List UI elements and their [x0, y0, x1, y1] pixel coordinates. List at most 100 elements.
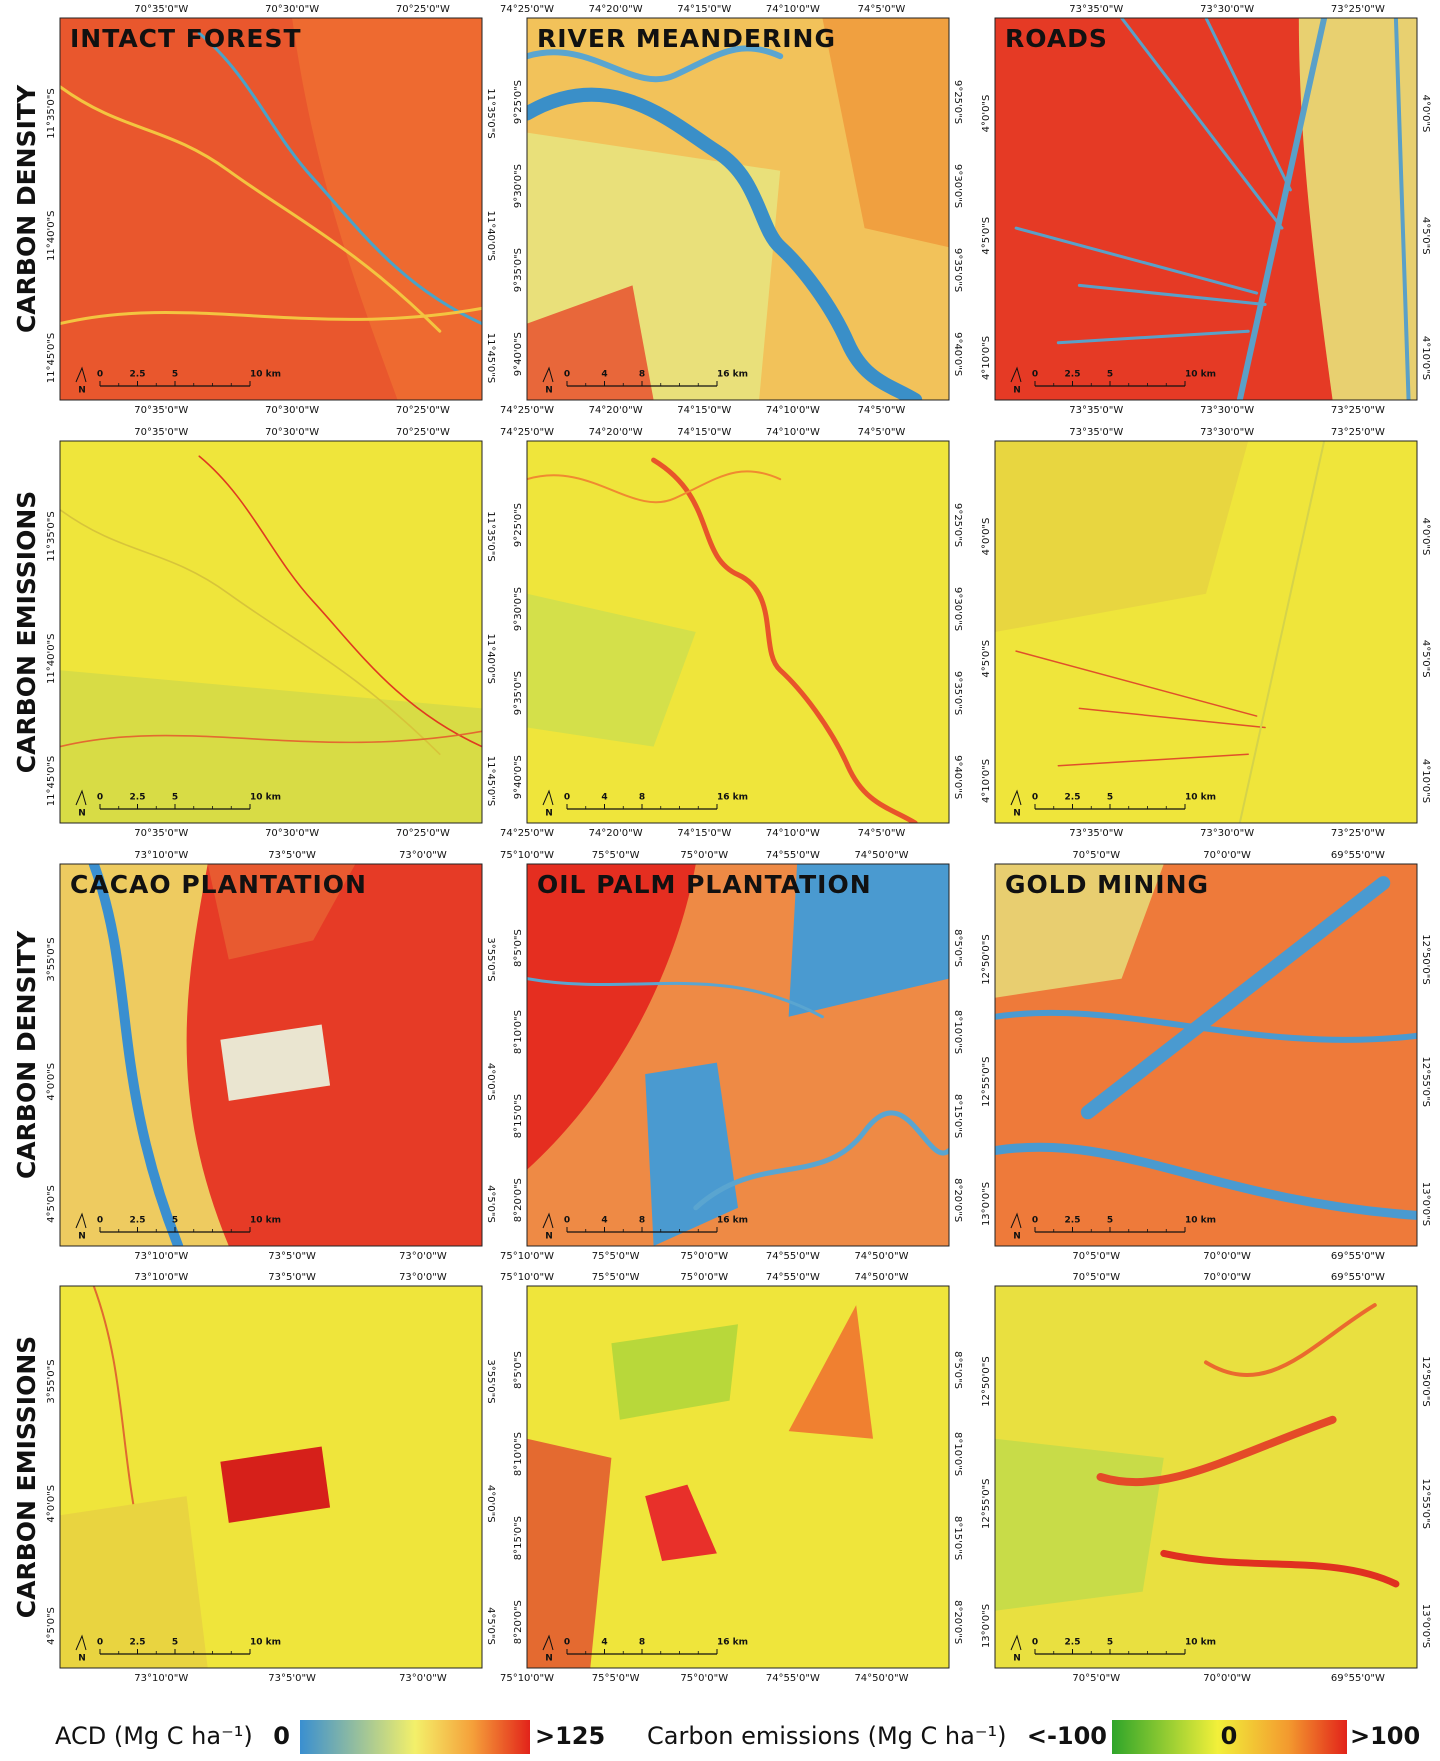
x-tick-label: 74°15'0"W — [677, 4, 731, 15]
y-tick-label: 13°0'0"S — [981, 1604, 992, 1648]
x-tick-label: 75°5'0"W — [592, 1251, 640, 1262]
x-tick-label: 73°35'0"W — [1069, 427, 1123, 438]
map-frame — [994, 863, 1418, 1247]
y-tick-label: 4°0'0"S — [1420, 518, 1431, 556]
terrain — [220, 1024, 331, 1101]
scale-label: 16 km — [717, 1638, 748, 1648]
y-tick-label: 12°50'0"S — [1420, 934, 1431, 985]
x-tick-label: 74°10'0"W — [766, 427, 820, 438]
map-panel: ROADS 73°35'0"W 73°35'0"W 73°30'0"W 73°30'0"… — [981, 4, 1431, 416]
map-frame — [59, 17, 483, 401]
y-tick-label: 8°15'0"S — [513, 1516, 524, 1560]
x-tick-label: 70°5'0"W — [1072, 850, 1120, 861]
panel-title: CACAO PLANTATION — [70, 870, 367, 899]
river — [1240, 18, 1324, 400]
scale-label: 0 — [564, 1638, 570, 1648]
x-tick-label: 73°0'0"W — [399, 1673, 447, 1684]
x-tick-label: 73°0'0"W — [399, 1272, 447, 1283]
scale-label: 0 — [97, 793, 103, 803]
x-tick-label: 70°30'0"W — [265, 405, 319, 416]
x-tick-label: 74°5'0"W — [858, 427, 906, 438]
x-tick-label: 74°15'0"W — [677, 427, 731, 438]
x-tick-label: 75°10'0"W — [500, 1272, 554, 1283]
terrain — [611, 1324, 738, 1420]
y-tick-label: 11°35'0"S — [46, 88, 57, 139]
river — [995, 1147, 1417, 1215]
map-panel: 70°35'0"W 70°35'0"W 70°30'0"W 70°30'0"W 70°2… — [46, 427, 496, 839]
scale-label: 0 — [1032, 793, 1038, 803]
x-tick-label: 74°10'0"W — [766, 405, 820, 416]
north-label: N — [1013, 809, 1021, 819]
terrain — [60, 670, 482, 823]
scale-label: 2.5 — [130, 1216, 146, 1226]
scale-label: 16 km — [717, 370, 748, 380]
scale-label: 5 — [1107, 370, 1113, 380]
x-tick-label: 73°35'0"W — [1069, 405, 1123, 416]
map — [995, 1286, 1417, 1668]
map-frame — [59, 1285, 483, 1669]
y-tick-label: 12°50'0"S — [1420, 1356, 1431, 1407]
x-tick-label: 73°30'0"W — [1200, 405, 1254, 416]
scale-label: 16 km — [717, 793, 748, 803]
map — [60, 864, 482, 1246]
x-tick-label: 69°55'0"W — [1331, 1673, 1385, 1684]
scale-label: 0 — [1032, 1638, 1038, 1648]
panel-title: INTACT FOREST — [70, 24, 302, 53]
scale-label: 0 — [97, 1638, 103, 1648]
y-tick-label: 4°5'0"S — [46, 1185, 57, 1223]
y-tick-label: 8°20'0"S — [513, 1600, 524, 1644]
y-tick-label: 8°10'0"S — [513, 1432, 524, 1476]
scale-label: 5 — [1107, 793, 1113, 803]
x-tick-label: 69°55'0"W — [1331, 850, 1385, 861]
river — [1101, 1420, 1333, 1482]
scale-label: 2.5 — [1065, 1216, 1081, 1226]
north-arrow — [1010, 789, 1022, 806]
x-tick-label: 70°0'0"W — [1203, 1272, 1251, 1283]
x-tick-label: 75°5'0"W — [592, 1272, 640, 1283]
x-tick-label: 70°25'0"W — [396, 4, 450, 15]
map — [527, 441, 949, 823]
map-frame — [59, 863, 483, 1247]
scale-label: 8 — [639, 793, 645, 803]
y-tick-label: 4°0'0"S — [981, 95, 992, 133]
x-tick-label: 70°35'0"W — [134, 828, 188, 839]
x-tick-label: 74°5'0"W — [858, 4, 906, 15]
y-tick-label: 9°25'0"S — [952, 503, 963, 547]
x-tick-label: 74°15'0"W — [677, 405, 731, 416]
scale-label: 5 — [172, 793, 178, 803]
x-tick-label: 75°0'0"W — [680, 1272, 728, 1283]
north-arrow — [75, 366, 87, 383]
map-frame — [994, 17, 1418, 401]
scale-label: 0 — [97, 1216, 103, 1226]
x-tick-label: 70°0'0"W — [1203, 850, 1251, 861]
map — [995, 18, 1417, 400]
map-panel: 73°35'0"W 73°35'0"W 73°30'0"W 73°30'0"W 73°2… — [981, 427, 1431, 839]
x-tick-label: 73°25'0"W — [1331, 427, 1385, 438]
river — [527, 48, 780, 79]
north-label: N — [78, 1654, 86, 1664]
y-tick-label: 4°10'0"S — [1420, 336, 1431, 380]
x-tick-label: 73°5'0"W — [268, 1673, 316, 1684]
map — [60, 1286, 482, 1668]
scale-label: 2.5 — [130, 793, 146, 803]
scale-label: 2.5 — [130, 1638, 146, 1648]
y-tick-label: 9°40'0"S — [513, 332, 524, 376]
panel-title: OIL PALM PLANTATION — [537, 870, 872, 899]
map — [527, 1286, 949, 1668]
scale-label: 10 km — [250, 1638, 281, 1648]
y-tick-label: 4°5'0"S — [981, 640, 992, 678]
y-tick-label: 9°35'0"S — [513, 671, 524, 715]
north-arrow — [1010, 366, 1022, 383]
scale-label: 0 — [564, 1216, 570, 1226]
scale-label: 4 — [601, 1216, 607, 1226]
scale-label: 8 — [639, 1216, 645, 1226]
x-tick-label: 70°5'0"W — [1072, 1251, 1120, 1262]
x-tick-label: 73°5'0"W — [268, 1272, 316, 1283]
x-tick-label: 74°50'0"W — [854, 1673, 908, 1684]
scale-label: 2.5 — [130, 370, 146, 380]
terrain — [645, 1062, 738, 1246]
map-frame — [526, 17, 950, 401]
north-arrow — [75, 1634, 87, 1651]
river — [60, 731, 482, 746]
